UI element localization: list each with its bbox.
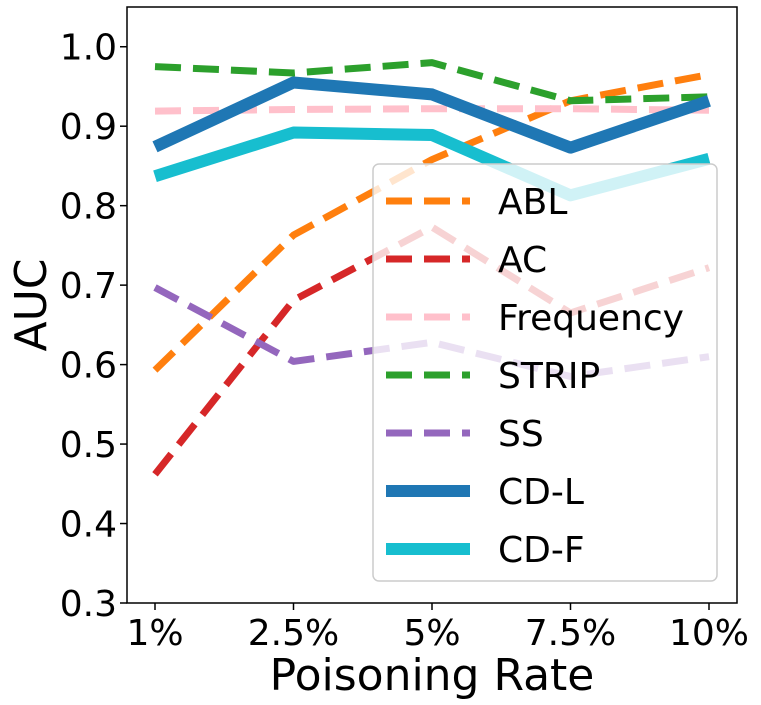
x-tick-label: 5% (403, 613, 460, 654)
x-axis-ticks: 1% 2.5% 5% 7.5% 10% (126, 603, 749, 654)
x-tick-label: 2.5% (248, 613, 339, 654)
legend-box (372, 163, 718, 582)
y-axis-title: AUC (6, 258, 57, 351)
y-tick-label: 0.9 (60, 107, 117, 148)
legend-label-abl: ABL (498, 182, 567, 223)
y-tick-label: 0.4 (60, 505, 117, 546)
y-tick-label: 1.0 (60, 28, 117, 69)
legend-label-strip: STRIP (498, 356, 600, 397)
y-tick-label: 0.7 (60, 266, 117, 307)
legend-label-cd-f: CD-F (498, 530, 585, 571)
y-tick-label: 0.6 (60, 346, 117, 387)
y-tick-label: 0.5 (60, 425, 117, 466)
x-tick-label: 1% (126, 613, 183, 654)
legend-label-ac: AC (498, 240, 547, 281)
legend-label-ss: SS (498, 414, 544, 455)
legend: ABL AC Frequency STRIP SS CD-L CD-F (372, 163, 718, 582)
y-tick-label: 0.8 (60, 187, 117, 228)
x-tick-label: 10% (669, 613, 749, 654)
legend-label-frequency: Frequency (498, 298, 684, 339)
x-axis-title: Poisoning Rate (270, 650, 595, 701)
y-tick-label: 0.3 (60, 584, 117, 625)
y-axis-ticks: 0.3 0.4 0.5 0.6 0.7 0.8 0.9 1.0 (60, 28, 127, 625)
legend-label-cd-l: CD-L (498, 472, 584, 513)
x-tick-label: 7.5% (525, 613, 616, 654)
